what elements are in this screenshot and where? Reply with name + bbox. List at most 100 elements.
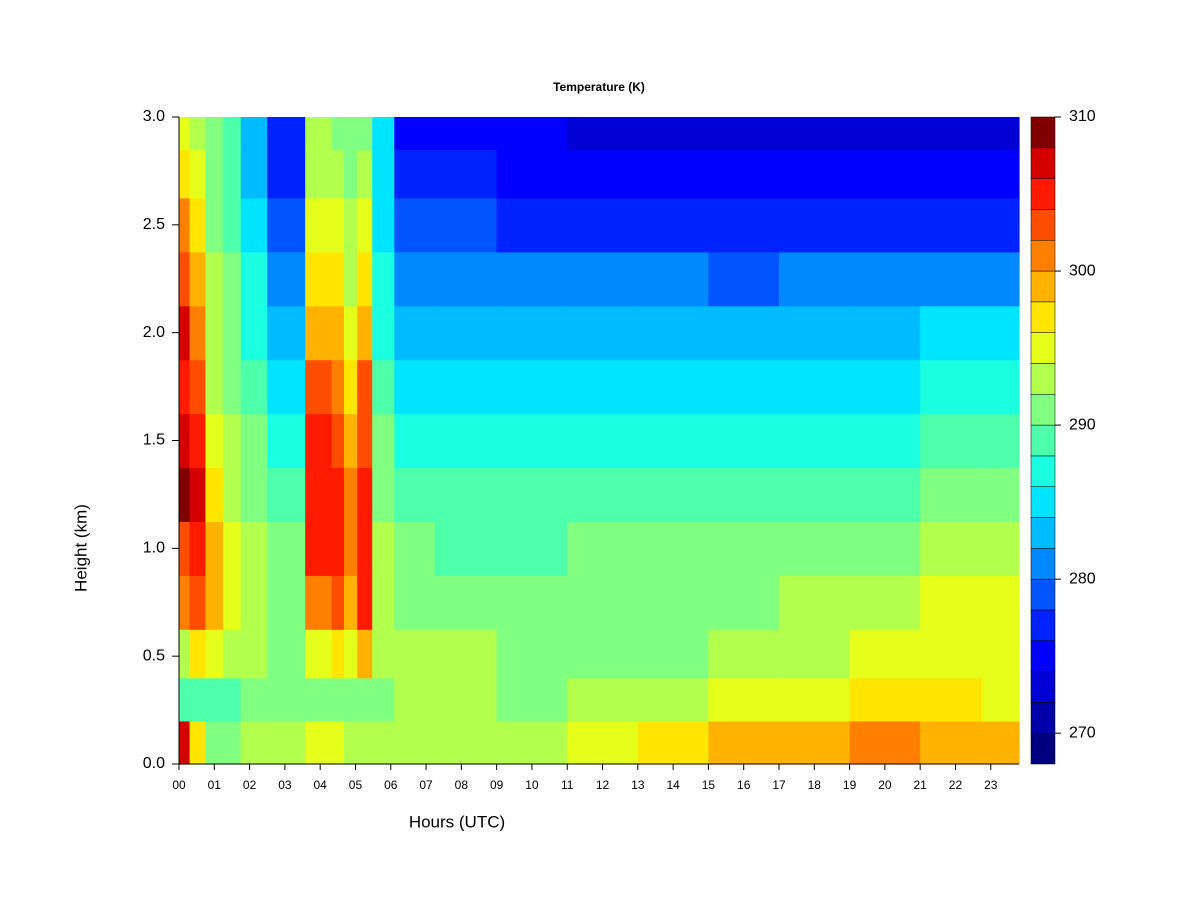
contour-cell (708, 629, 780, 679)
contour-cell (637, 305, 710, 361)
x-tick-label: 20 (878, 778, 892, 792)
contour-cell (849, 720, 921, 765)
contour-cell (344, 117, 358, 150)
contour-cell (205, 575, 224, 630)
contour-cell (434, 149, 498, 199)
contour-cell (205, 521, 224, 576)
contour-cell (331, 149, 345, 199)
colorbar-box (1030, 209, 1056, 241)
contour-cell (223, 677, 242, 722)
contour-cell (394, 117, 436, 150)
colorbar-box (1030, 424, 1056, 457)
colorbar-tick-label: 310 (1069, 108, 1096, 125)
contour-cell (331, 629, 345, 679)
contour-cell (567, 149, 639, 199)
contour-cell (331, 677, 345, 722)
contour-cell (981, 251, 1020, 307)
contour-cell (189, 575, 207, 630)
colorbar-box (1030, 732, 1056, 765)
contour-cell (305, 117, 333, 150)
contour-cell (496, 413, 568, 469)
contour-cell (708, 413, 780, 469)
contour-cell (205, 117, 224, 150)
contour-cell (205, 359, 224, 415)
contour-cell (189, 629, 207, 679)
contour-cell (496, 575, 568, 630)
contour-cell (708, 305, 780, 361)
contour-cell (179, 677, 191, 722)
contour-cell (637, 149, 710, 199)
contour-cell (637, 467, 710, 522)
contour-cell (849, 575, 921, 630)
contour-cell (357, 251, 373, 307)
contour-cell (189, 521, 207, 576)
contour-cell (240, 467, 268, 522)
colorbar-box (1030, 517, 1056, 549)
contour-cell (981, 521, 1020, 576)
colorbar-box (1030, 455, 1056, 487)
contour-cell (344, 149, 358, 199)
contour-cell (240, 197, 268, 253)
contour-cell (189, 677, 207, 722)
contour-cell (981, 629, 1020, 679)
contour-cell (240, 305, 268, 361)
x-tick-label: 13 (631, 778, 645, 792)
contour-cell (434, 117, 498, 150)
x-tick-label: 05 (349, 778, 363, 792)
x-tick-label: 06 (384, 778, 398, 792)
contour-cell (240, 677, 268, 722)
contour-cell (779, 467, 851, 522)
contour-cell (394, 720, 436, 765)
contour-cell (344, 629, 358, 679)
contour-cell (920, 149, 983, 199)
contour-cell (849, 677, 921, 722)
contour-cell (240, 575, 268, 630)
colorbar-box (1030, 147, 1056, 179)
contour-cell (849, 359, 921, 415)
contour-cell (637, 720, 710, 765)
contour-cell (779, 720, 851, 765)
contour-cell (267, 467, 306, 522)
contour-cell (189, 197, 207, 253)
contour-cell (637, 575, 710, 630)
colorbar-tick-label: 290 (1069, 416, 1096, 433)
contour-cell (267, 677, 306, 722)
colorbar-box (1030, 270, 1056, 303)
contour-cell (331, 720, 345, 765)
contour-cell (849, 149, 921, 199)
x-tick-label: 17 (772, 778, 786, 792)
x-tick-label: 22 (949, 778, 963, 792)
contour-cell (981, 149, 1020, 199)
contour-cell (920, 197, 983, 253)
contour-cell (372, 413, 395, 469)
contour-cell (189, 467, 207, 522)
contour-cell (179, 117, 191, 150)
contour-cell (305, 149, 333, 199)
contour-cell (434, 629, 498, 679)
y-tick-label: 0.0 (143, 755, 165, 772)
contour-cell (981, 575, 1020, 630)
contour-cell (179, 359, 191, 415)
contour-cell (240, 251, 268, 307)
x-tick-label: 21 (913, 778, 927, 792)
contour-cell (357, 149, 373, 199)
contour-cell (357, 305, 373, 361)
contour-cell (372, 149, 395, 199)
contour-cell (920, 629, 983, 679)
contour-cell (434, 677, 498, 722)
contour-cell (496, 629, 568, 679)
contour-cell (496, 359, 568, 415)
x-tick-label: 15 (702, 778, 716, 792)
contour-cell (305, 677, 333, 722)
contour-cell (849, 197, 921, 253)
contour-cell (344, 197, 358, 253)
y-axis-label: Height (km) (71, 504, 90, 592)
contour-cell (434, 720, 498, 765)
contour-cell (179, 720, 191, 765)
contour-cell (331, 359, 345, 415)
contour-cell (708, 359, 780, 415)
contour-cell (240, 720, 268, 765)
x-tick-label: 18 (808, 778, 822, 792)
contour-cell (305, 720, 333, 765)
contour-cell (344, 305, 358, 361)
